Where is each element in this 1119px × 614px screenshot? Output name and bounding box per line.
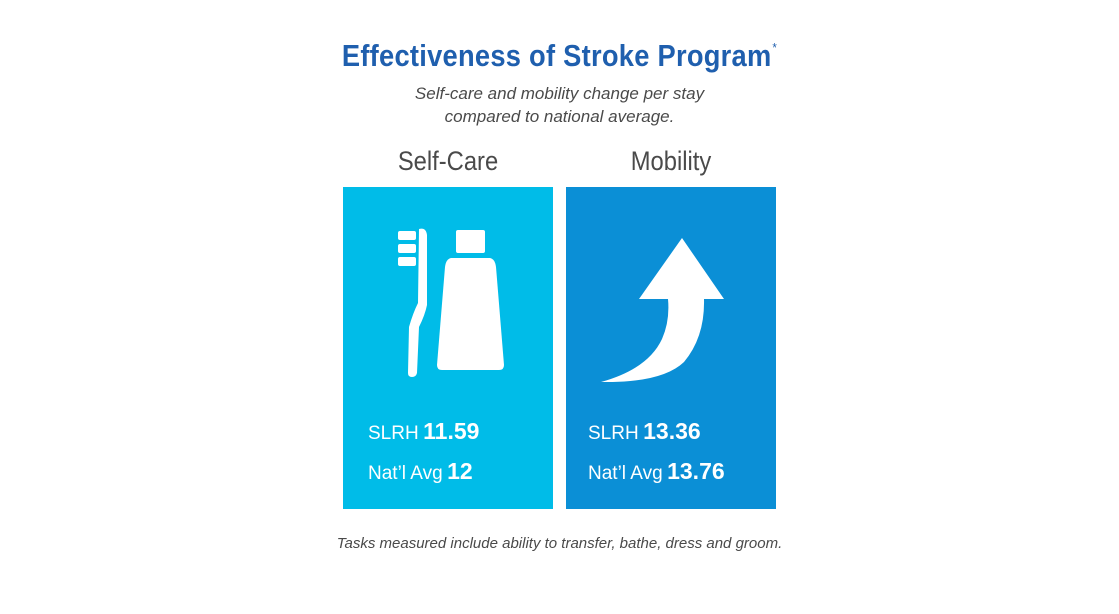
- stat-value: 13.76: [667, 458, 725, 484]
- mobility-national-avg-stat: Nat’l Avg 13.76: [566, 458, 776, 485]
- mobility-panel: SLRH 13.36 Nat’l Avg 13.76: [566, 187, 776, 509]
- stat-label: Nat’l Avg: [368, 463, 443, 484]
- mobility-heading: Mobility: [630, 146, 712, 176]
- mobility-slrh-stat: SLRH 13.36: [566, 418, 776, 445]
- stat-value: 12: [447, 458, 473, 484]
- stat-value: 11.59: [423, 418, 480, 444]
- subtitle-line-1: Self-care and mobility change per stay: [414, 84, 705, 103]
- footnote: Tasks measured include ability to transf…: [336, 535, 783, 552]
- self-care-panel: SLRH 11.59 Nat’l Avg 12: [343, 187, 553, 509]
- subtitle-line-2: compared to national average.: [444, 107, 675, 126]
- title-text: Effectiveness of Stroke Program: [341, 38, 772, 73]
- self-care-slrh-stat: SLRH 11.59: [343, 418, 553, 445]
- stat-label: Nat’l Avg: [588, 463, 663, 484]
- page-title: Effectiveness of Stroke Program*: [67, 38, 1052, 74]
- stat-label: SLRH: [588, 423, 639, 444]
- stat-value: 13.36: [643, 418, 701, 444]
- stat-label: SLRH: [368, 423, 419, 444]
- title-footnote-mark: *: [772, 40, 778, 55]
- self-care-national-avg-stat: Nat’l Avg 12: [343, 458, 553, 485]
- up-arrow-icon: [601, 238, 724, 383]
- self-care-heading: Self-Care: [397, 146, 499, 176]
- toothbrush-toothpaste-icon: [398, 228, 504, 377]
